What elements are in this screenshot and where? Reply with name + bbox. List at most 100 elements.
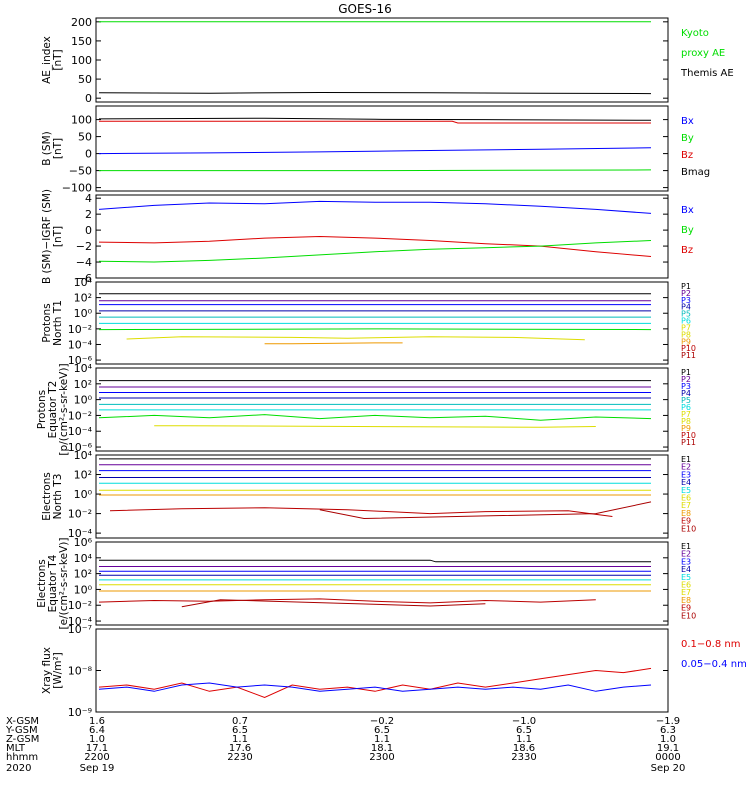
legend-entry: P10 <box>681 431 696 440</box>
y-tick-label: 10⁰ <box>74 307 93 320</box>
legend-entry: E2 <box>681 463 691 472</box>
panel-frame <box>95 628 669 713</box>
footer-value: 1.0 <box>89 734 105 745</box>
legend-entry: Themis AE <box>680 68 734 79</box>
series-line <box>98 667 652 699</box>
legend-entry: Bz <box>681 245 693 256</box>
y-tick-label: 10⁴ <box>74 276 93 289</box>
y-axis-label: [nT] <box>52 226 64 247</box>
panel-pnt1: 10⁴ 10² 10⁰ 10⁻² 10⁻⁴ 10⁻⁶ Protons North T1 P1P2… <box>41 276 696 367</box>
y-tick-label: 10⁻⁶ <box>68 441 93 454</box>
y-axis-label: Equator T2 <box>47 381 59 439</box>
y-tick-label: 0 <box>85 92 92 105</box>
legend-entry: E10 <box>681 524 696 533</box>
panel-frame <box>95 367 669 452</box>
y-axis-label: Equator T4 <box>47 554 59 612</box>
legend-entry: P3 <box>681 382 691 391</box>
series-line <box>98 328 652 331</box>
panel-ent3: 10⁴ 10² 10⁰ 10⁻² 10⁻⁴ Electrons North T3 E1E2E3… <box>41 449 696 540</box>
panel-frame <box>95 541 669 626</box>
y-tick-label: 200 <box>71 16 92 29</box>
y-axis-label: B (SM) <box>41 131 53 165</box>
footer-value: 2230 <box>227 752 252 763</box>
footer-value: 17.6 <box>229 743 251 754</box>
y-tick-label: 4 <box>85 192 92 205</box>
legend-entry: E1 <box>681 455 691 464</box>
series-line <box>98 91 652 95</box>
legend-entry: E2 <box>681 550 691 559</box>
ephemeris-footer: X-GSMY-GSMZ-GSMMLThhmm20201.66.41.017.12… <box>5 716 685 774</box>
y-tick-label: 10⁻⁷ <box>68 623 92 636</box>
y-axis-label: AE_index <box>41 36 53 84</box>
footer-value: 6.5 <box>516 725 532 736</box>
legend-entry: P11 <box>681 351 696 360</box>
plot-title: GOES-16 <box>338 2 392 16</box>
legend-entry: E8 <box>681 596 691 605</box>
footer-value: −1.0 <box>512 716 536 727</box>
legend-entry: P4 <box>681 303 691 312</box>
footer-value: −0.2 <box>370 716 394 727</box>
y-tick-label: 10⁻² <box>68 323 92 336</box>
y-tick-label: 10⁶ <box>74 536 93 549</box>
legend-entry: E8 <box>681 509 691 518</box>
legend-entry: E6 <box>681 581 691 590</box>
y-tick-label: 10⁻⁹ <box>68 706 92 719</box>
legend-entry: P9 <box>681 424 691 433</box>
legend-entry: E4 <box>681 565 691 574</box>
footer-value: −1.9 <box>656 716 680 727</box>
y-axis-label: Protons <box>36 390 48 429</box>
panel-frame <box>95 281 669 365</box>
footer-value: 18.1 <box>371 743 393 754</box>
footer-row-label: hhmm <box>6 752 38 763</box>
series-line <box>99 559 651 563</box>
legend-entry: Bz <box>681 150 693 161</box>
footer-value: 1.0 <box>660 734 676 745</box>
series-line <box>99 120 651 124</box>
footer-value: 6.3 <box>660 725 676 736</box>
y-tick-label: 0 <box>85 224 92 237</box>
footer-value: 2200 <box>84 752 109 763</box>
legend-entry: P5 <box>681 310 691 319</box>
y-tick-label: 10⁰ <box>74 488 93 501</box>
legend-entry: E9 <box>681 517 691 526</box>
y-tick-label: −4 <box>76 256 92 269</box>
legend-entry: By <box>681 225 694 236</box>
y-tick-label: 150 <box>71 35 92 48</box>
y-tick-label: 10⁴ <box>74 362 93 375</box>
footer-value: 6.5 <box>374 725 390 736</box>
y-tick-label: −100 <box>62 182 92 195</box>
legend-entry: E3 <box>681 557 691 566</box>
panel-frame <box>95 17 669 103</box>
y-tick-label: 10² <box>74 469 92 482</box>
y-axis-label: Protons <box>41 303 53 342</box>
y-tick-label: 2 <box>85 208 92 221</box>
y-tick-label: 10⁻⁶ <box>68 354 93 367</box>
y-tick-label: 10⁴ <box>74 449 93 462</box>
y-axis-label: B (SM)−IGRF (SM) <box>41 189 53 284</box>
panel-bsm: 100 50 0 −50 −100 B (SM) [nT] Bx By Bz Bmag <box>41 105 710 195</box>
y-tick-label: 10⁻⁸ <box>68 665 93 678</box>
series-line <box>109 507 613 517</box>
panel-frame <box>95 454 669 539</box>
legend-entry: P9 <box>681 337 691 346</box>
legend-entry: E9 <box>681 604 691 613</box>
panel-eeqt4: 10⁶ 10⁴ 10² 10⁰ 10⁻² 10⁻⁴ Electrons Equator T4[… <box>36 536 696 629</box>
y-axis-label: [p/(cm²-s-sr-keV)] <box>58 363 70 455</box>
legend-entry: P7 <box>681 410 691 419</box>
legend-entry: E1 <box>681 542 691 551</box>
legend-entry: E4 <box>681 478 691 487</box>
legend-entry: P1 <box>681 282 691 291</box>
y-tick-label: −50 <box>69 165 92 178</box>
legend-entry: Bmag <box>681 167 710 178</box>
series-line <box>319 501 652 520</box>
legend-entry: P6 <box>681 403 691 412</box>
series-line <box>98 200 652 214</box>
y-tick-label: 50 <box>78 73 92 86</box>
footer-value: 17.1 <box>86 743 108 754</box>
series-line <box>98 117 652 121</box>
y-tick-label: 50 <box>78 131 92 144</box>
y-tick-label: 100 <box>71 54 92 67</box>
legend-entry: P6 <box>681 317 691 326</box>
y-tick-label: 10⁻⁴ <box>68 527 93 540</box>
footer-value: 6.4 <box>89 725 105 736</box>
